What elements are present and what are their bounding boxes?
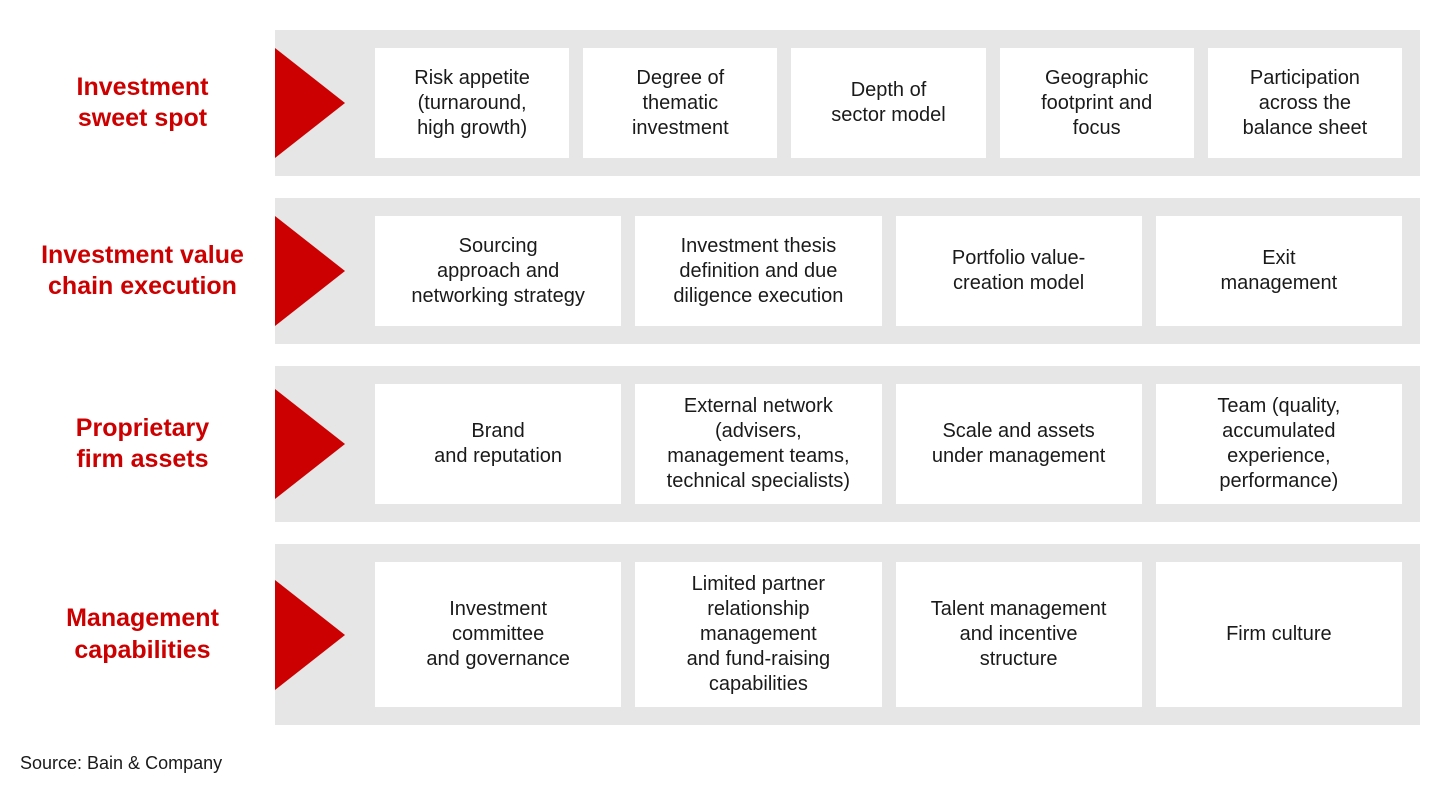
- framework-box: Talent management and incentive structur…: [896, 562, 1142, 707]
- row-band: Investment committee and governanceLimit…: [275, 544, 1420, 725]
- framework-box: Limited partner relationship management …: [635, 562, 881, 707]
- arrow-icon: [275, 384, 375, 504]
- row-boxes: Risk appetite (turnaround, high growth)D…: [375, 48, 1402, 158]
- framework-box: Brand and reputation: [375, 384, 621, 504]
- framework-box: Geographic footprint and focus: [1000, 48, 1194, 158]
- framework-box: Exit management: [1156, 216, 1402, 326]
- source-attribution: Source: Bain & Company: [20, 753, 1420, 774]
- framework-box: Depth of sector model: [791, 48, 985, 158]
- arrow-icon: [275, 48, 375, 158]
- arrow-icon: [275, 216, 375, 326]
- framework-box: Investment committee and governance: [375, 562, 621, 707]
- row-label: Proprietary firm assets: [20, 366, 275, 522]
- framework-box: Team (quality, accumulated experience, p…: [1156, 384, 1402, 504]
- row-label: Investment value chain execution: [20, 198, 275, 344]
- framework-box: Investment thesis definition and due dil…: [635, 216, 881, 326]
- framework-box: External network (advisers, management t…: [635, 384, 881, 504]
- framework-box: Portfolio value- creation model: [896, 216, 1142, 326]
- row-boxes: Sourcing approach and networking strateg…: [375, 216, 1402, 326]
- row-label: Investment sweet spot: [20, 30, 275, 176]
- framework-box: Degree of thematic investment: [583, 48, 777, 158]
- framework-box: Scale and assets under management: [896, 384, 1142, 504]
- row-band: Sourcing approach and networking strateg…: [275, 198, 1420, 344]
- row-boxes: Investment committee and governanceLimit…: [375, 562, 1402, 707]
- row-band: Risk appetite (turnaround, high growth)D…: [275, 30, 1420, 176]
- row-band: Brand and reputationExternal network (ad…: [275, 366, 1420, 522]
- framework-box: Sourcing approach and networking strateg…: [375, 216, 621, 326]
- arrow-icon: [275, 562, 375, 707]
- framework-diagram: Investment sweet spot Risk appetite (turn…: [20, 30, 1420, 725]
- framework-row: Investment value chain execution Sourcing…: [20, 198, 1420, 344]
- framework-row: Proprietary firm assets Brand and reputat…: [20, 366, 1420, 522]
- framework-box: Participation across the balance sheet: [1208, 48, 1402, 158]
- framework-box: Risk appetite (turnaround, high growth): [375, 48, 569, 158]
- framework-row: Investment sweet spot Risk appetite (turn…: [20, 30, 1420, 176]
- framework-box: Firm culture: [1156, 562, 1402, 707]
- row-boxes: Brand and reputationExternal network (ad…: [375, 384, 1402, 504]
- framework-row: Management capabilities Investment commit…: [20, 544, 1420, 725]
- row-label: Management capabilities: [20, 544, 275, 725]
